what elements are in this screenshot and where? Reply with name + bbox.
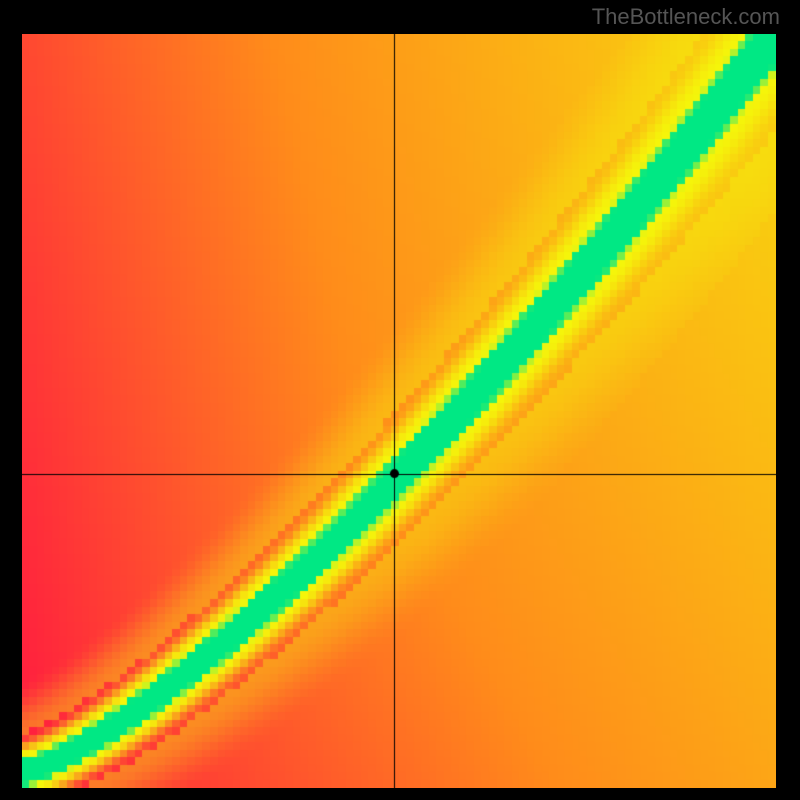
bottleneck-heatmap xyxy=(22,34,776,788)
chart-container: TheBottleneck.com xyxy=(0,0,800,800)
watermark-text: TheBottleneck.com xyxy=(592,4,780,30)
